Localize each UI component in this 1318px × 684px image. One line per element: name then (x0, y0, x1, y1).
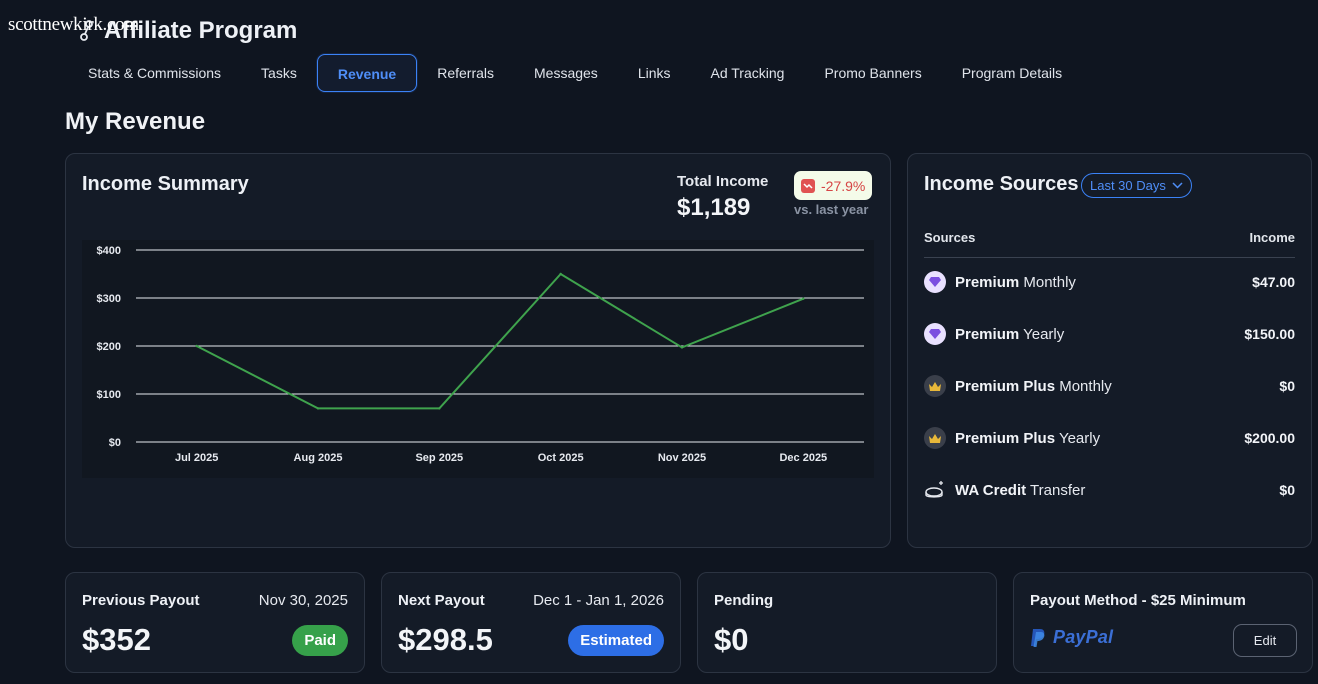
previous-payout-value: $352 (82, 622, 151, 657)
table-row: Premium Monthly $47.00 (924, 269, 1295, 295)
pending-card: Pending $0 (697, 572, 997, 673)
table-row: WA Credit Transfer $0 (924, 477, 1295, 503)
x-tick-label: Jul 2025 (175, 452, 218, 464)
income-line-chart: $0 $100 $200 $300 $400 Jul 2025 Aug 2025 Sep 20… (97, 245, 864, 464)
source-plan: Monthly (1023, 273, 1076, 291)
tab-promo-banners[interactable]: Promo Banners (824, 65, 922, 81)
next-payout-title: Next Payout (398, 592, 485, 609)
source-amount: $0 (1279, 482, 1295, 498)
data-point (438, 407, 441, 410)
source-plan: Transfer (1030, 481, 1086, 499)
watermark: scottnewkirk.com (8, 14, 139, 35)
estimated-status-badge: Estimated (568, 625, 664, 656)
total-income-value: $1,189 (677, 194, 751, 221)
paypal-logo: PayPal (1030, 627, 1113, 648)
income-sources-card: Income Sources Last 30 Days Sources Inco… (907, 153, 1312, 548)
chevron-down-icon (1172, 182, 1183, 189)
date-range-select[interactable]: Last 30 Days (1081, 173, 1192, 198)
tab-messages[interactable]: Messages (534, 65, 598, 81)
sources-table-header: Sources Income (924, 230, 1295, 258)
previous-payout-date: Nov 30, 2025 (258, 592, 348, 609)
table-row: Premium Plus Yearly $200.00 (924, 425, 1295, 451)
previous-payout-title: Previous Payout (82, 592, 200, 609)
source-amount: $150.00 (1244, 326, 1295, 342)
app-title-text: Affiliate Program (104, 17, 298, 44)
data-point (316, 407, 320, 410)
x-tick-label: Aug 2025 (294, 452, 343, 464)
tab-revenue[interactable]: Revenue (316, 54, 418, 92)
payout-method-title: Payout Method - $25 Minimum (1030, 592, 1246, 609)
income-series-line (196, 272, 804, 410)
income-sources-title: Income Sources (924, 173, 1079, 195)
date-range-value: Last 30 Days (1090, 178, 1166, 193)
x-tick-label: Nov 2025 (658, 452, 706, 464)
table-row: Premium Yearly $150.00 (924, 321, 1295, 347)
source-amount: $0 (1279, 378, 1295, 394)
next-payout-date: Dec 1 - Jan 1, 2026 (533, 592, 664, 609)
y-tick-label: $300 (97, 293, 121, 305)
total-income-label: Total Income (677, 173, 769, 190)
tab-ad-tracking[interactable]: Ad Tracking (710, 65, 785, 81)
gem-icon (924, 271, 946, 293)
next-payout-value: $298.5 (398, 622, 493, 657)
tab-referrals[interactable]: Referrals (437, 65, 494, 81)
crown-icon (924, 427, 946, 449)
income-chart: $0 $100 $200 $300 $400 Jul 2025 Aug 2025 Sep 20… (82, 240, 874, 478)
x-tick-label: Oct 2025 (538, 452, 584, 464)
y-tick-label: $400 (97, 245, 121, 257)
data-point (195, 344, 198, 348)
paid-status-badge: Paid (292, 625, 348, 656)
tab-tasks[interactable]: Tasks (261, 65, 297, 81)
gem-icon (924, 323, 946, 345)
tab-stats-commissions[interactable]: Stats & Commissions (88, 65, 222, 81)
y-tick-label: $0 (109, 437, 121, 449)
affiliate-icon (80, 20, 93, 41)
income-delta-subtitle: vs. last year (794, 202, 869, 217)
income-delta-badge: -27.9% (794, 171, 873, 200)
tab-program-details[interactable]: Program Details (961, 65, 1063, 81)
source-name: Premium Plus (955, 377, 1056, 395)
payout-method-card: Payout Method - $25 Minimum PayPal Edit (1013, 572, 1313, 673)
income-summary-title: Income Summary (82, 173, 249, 195)
x-tick-label: Sep 2025 (415, 452, 463, 464)
data-point (680, 346, 684, 349)
data-point (802, 297, 805, 300)
income-delta-value: -27.9% (821, 177, 866, 194)
y-tick-label: $200 (97, 341, 121, 353)
y-tick-label: $100 (97, 389, 121, 401)
tab-links[interactable]: Links (637, 65, 671, 81)
crown-icon (924, 375, 946, 397)
table-row: Premium Plus Monthly $0 (924, 373, 1295, 399)
source-plan: Yearly (1023, 325, 1065, 343)
previous-payout-card: Previous Payout Nov 30, 2025 $352 Paid (65, 572, 365, 673)
col-sources: Sources (924, 230, 976, 245)
pending-value: $0 (714, 622, 749, 657)
source-amount: $47.00 (1252, 274, 1295, 290)
tab-bar: Stats & Commissions Tasks Revenue Referr… (68, 54, 1082, 92)
trend-down-icon (801, 178, 815, 193)
next-payout-card: Next Payout Dec 1 - Jan 1, 2026 $298.5 E… (381, 572, 681, 673)
income-summary-card: Income Summary Total Income $1,189 -27.9… (65, 153, 891, 548)
coin-icon (924, 479, 946, 501)
edit-payout-method-button[interactable]: Edit (1233, 624, 1297, 657)
app-title: Affiliate Program (78, 17, 297, 45)
source-name: Premium (955, 325, 1020, 343)
source-plan: Monthly (1059, 377, 1112, 395)
col-income: Income (1249, 230, 1295, 245)
source-name: WA Credit (955, 481, 1027, 499)
source-name: Premium Plus (955, 429, 1056, 447)
x-tick-label: Dec 2025 (779, 452, 827, 464)
source-amount: $200.00 (1244, 430, 1295, 446)
payout-provider: PayPal (1053, 627, 1114, 647)
data-point (559, 272, 562, 276)
source-name: Premium (955, 273, 1020, 291)
paypal-icon (1031, 628, 1045, 647)
pending-title: Pending (714, 592, 774, 609)
source-plan: Yearly (1058, 429, 1101, 447)
page-title: My Revenue (65, 108, 206, 135)
